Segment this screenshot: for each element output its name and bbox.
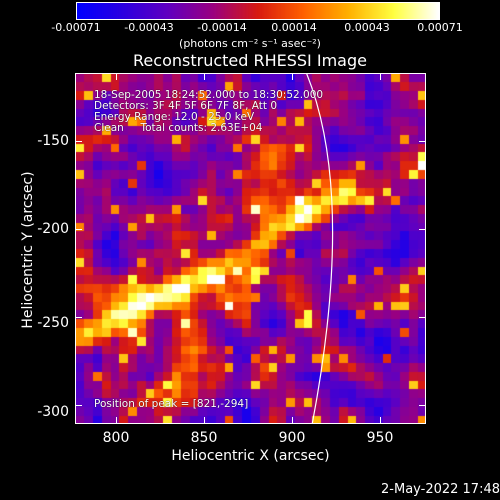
x-tick-label: 900	[278, 430, 306, 446]
colorbar-tick: -0.00043	[124, 21, 174, 34]
colorbar-units: (photons cm⁻² s⁻¹ asec⁻²)	[179, 37, 321, 50]
x-tick-label: 800	[102, 430, 130, 446]
colorbar-tick: 0.00014	[271, 21, 317, 34]
y-tick-label: -150	[37, 133, 69, 149]
energy-range-label: Energy Range: 12.0 - 25.0 keV	[94, 111, 255, 123]
solar-limb	[306, 74, 334, 423]
date-stamp: 2-May-2022 17:48	[381, 482, 500, 497]
x-axis-label: Heliocentric X (arcsec)	[171, 448, 330, 464]
peak-position-label: Position of peak = [821,-294]	[94, 398, 249, 410]
colorbar-tick: 0.00071	[417, 21, 463, 34]
y-tick-label: -200	[37, 221, 69, 237]
colorbar-tick: 0.00043	[344, 21, 390, 34]
detectors-label: Detectors: 3F 4F 5F 6F 7F 8F, Att 0	[94, 100, 278, 112]
colorbar	[76, 2, 440, 20]
plot-title: Reconstructed RHESSI Image	[133, 51, 367, 70]
y-tick-label: -300	[37, 404, 69, 420]
y-axis-label: Heliocentric Y (arcsec)	[20, 171, 36, 329]
x-tick-label: 850	[190, 430, 218, 446]
time-range-label: 18-Sep-2005 18:24:52.000 to 18:30:52.000	[94, 89, 324, 101]
colorbar-ticks: -0.00071 -0.00043 -0.00014 0.00014 0.000…	[0, 0, 500, 40]
rhessi-image-canvas	[76, 74, 425, 423]
rhessi-image: 18-Sep-2005 18:24:52.000 to 18:30:52.000…	[75, 73, 426, 424]
colorbar-tick: -0.00014	[197, 21, 247, 34]
y-tick-label: -250	[37, 315, 69, 331]
x-tick-label: 950	[366, 430, 394, 446]
colorbar-tick: -0.00071	[51, 21, 101, 34]
limb-line	[306, 74, 334, 423]
method-label: Clean Total counts: 2.63E+04	[94, 122, 263, 134]
